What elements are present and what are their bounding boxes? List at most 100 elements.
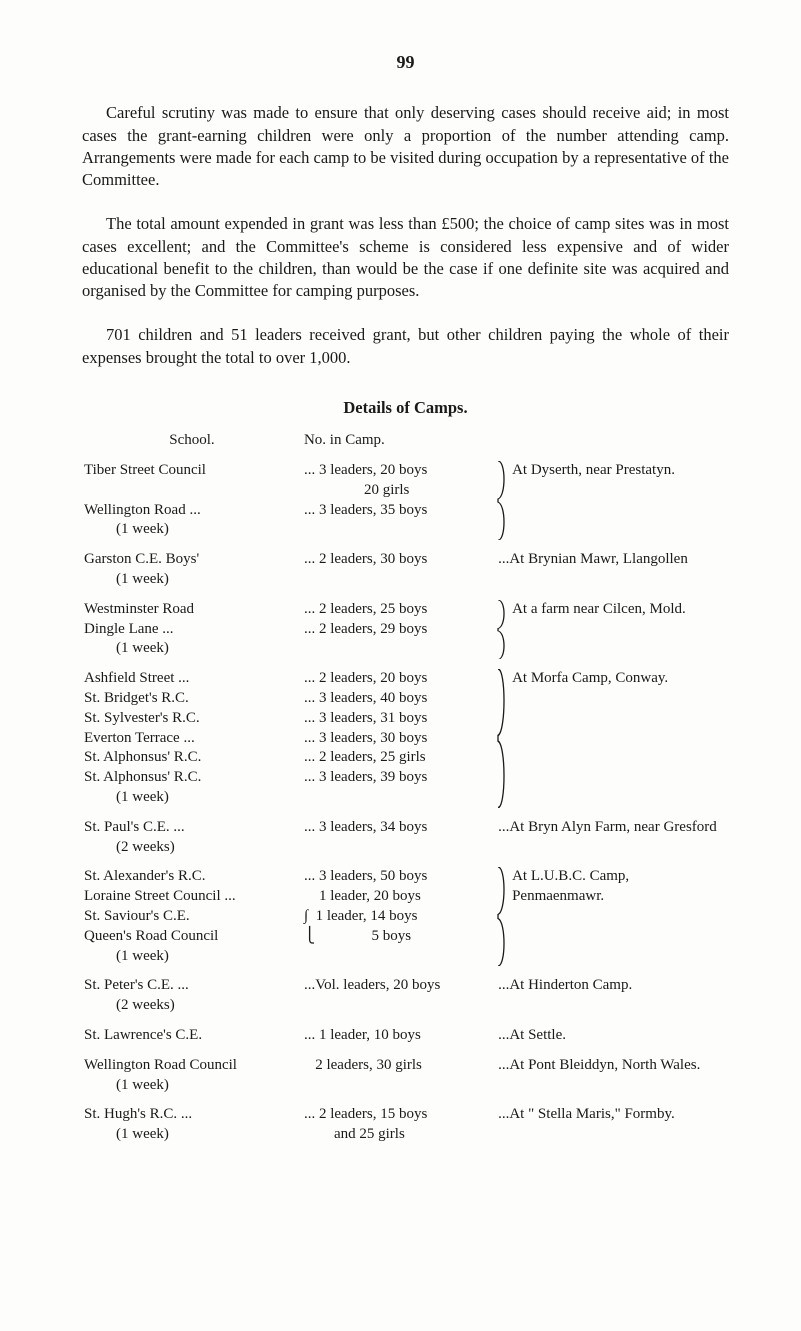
school-text: (1 week) xyxy=(84,948,169,964)
brace-icon xyxy=(496,461,508,540)
location-text: At Morfa Camp, Conway. xyxy=(512,669,668,689)
school-cell: St. Sylvester's R.C. xyxy=(82,709,302,729)
number-cell: ... 3 leaders, 35 boys xyxy=(302,501,496,521)
school-cell: Wellington Road Council xyxy=(82,1056,302,1076)
number-cell: ... 1 leader, 10 boys xyxy=(302,1026,496,1046)
location-cell: ...At Hinderton Camp. xyxy=(496,976,729,1016)
number-cell xyxy=(302,639,496,659)
number-cell xyxy=(302,947,496,967)
number-cell xyxy=(302,570,496,590)
location-cell: At Morfa Camp, Conway. xyxy=(496,669,729,808)
number-cell: 2 leaders, 30 girls xyxy=(302,1056,496,1076)
school-cell: (1 week) xyxy=(82,520,302,540)
number-cell: and 25 girls xyxy=(302,1125,496,1145)
school-text: St. Bridget's R.C. xyxy=(84,690,189,706)
location-cell: ...At Bryn Alyn Farm, near Gresford xyxy=(496,818,729,858)
school-text: Wellington Road ... xyxy=(84,502,201,518)
school-text: Tiber Street Council xyxy=(84,462,206,478)
location-cell: ...At Pont Bleiddyn, North Wales. xyxy=(496,1056,729,1096)
number-cell xyxy=(302,1076,496,1096)
table-row: St. Alexander's R.C.... 3 leaders, 50 bo… xyxy=(82,867,729,887)
paragraph: 701 children and 51 leaders received gra… xyxy=(82,324,729,369)
header-school: School. xyxy=(82,431,302,451)
school-text: Ashfield Street ... xyxy=(84,670,189,686)
table-row: St. Paul's C.E. ... ... 3 leaders, 34 boy… xyxy=(82,818,729,838)
number-cell: ⎩ 5 boys xyxy=(302,927,496,947)
school-text: (1 week) xyxy=(84,1126,169,1142)
location-cell: At a farm near Cilcen, Mold. xyxy=(496,600,729,659)
school-cell: St. Alphonsus' R.C. xyxy=(82,768,302,788)
header-location xyxy=(496,431,729,451)
location-text: ...At Settle. xyxy=(498,1026,566,1046)
number-cell: ...Vol. leaders, 20 boys xyxy=(302,976,496,996)
school-text: St. Peter's C.E. ... xyxy=(84,977,189,993)
school-text: Dingle Lane ... xyxy=(84,621,174,637)
school-text: Wellington Road Council xyxy=(84,1057,237,1073)
location-text: ...At Brynian Mawr, Llangollen xyxy=(498,550,688,570)
school-cell: Queen's Road Council xyxy=(82,927,302,947)
camp-details-table: School. No. in Camp. Tiber Street Counci… xyxy=(82,431,729,1145)
location-text: ...At Bryn Alyn Farm, near Gresford xyxy=(498,818,717,838)
number-cell: ... 3 leaders, 39 boys xyxy=(302,768,496,788)
number-cell: ... 3 leaders, 50 boys xyxy=(302,867,496,887)
school-cell: St. Bridget's R.C. xyxy=(82,689,302,709)
school-text: St. Lawrence's C.E. xyxy=(84,1027,202,1043)
table-row: Wellington Road Council 2 leaders, 30 gi… xyxy=(82,1056,729,1076)
location-cell: ...At " Stella Maris," Formby. xyxy=(496,1105,729,1145)
school-text: (1 week) xyxy=(84,571,169,587)
location-text: ...At " Stella Maris," Formby. xyxy=(498,1105,675,1125)
school-cell: Dingle Lane ... xyxy=(82,620,302,640)
number-cell: 20 girls xyxy=(302,481,496,501)
brace-icon xyxy=(496,669,508,808)
school-text: (2 weeks) xyxy=(84,997,175,1013)
school-cell: (1 week) xyxy=(82,639,302,659)
school-text: Westminster Road xyxy=(84,601,194,617)
location-text: ...At Pont Bleiddyn, North Wales. xyxy=(498,1056,700,1076)
number-cell: ... 2 leaders, 25 girls xyxy=(302,748,496,768)
number-cell: ... 3 leaders, 34 boys xyxy=(302,818,496,838)
details-title: Details of Camps. xyxy=(82,397,729,419)
table-row: St. Peter's C.E. ... ...Vol. leaders, 20 … xyxy=(82,976,729,996)
location-text: ...At Hinderton Camp. xyxy=(498,976,632,996)
school-cell: St. Lawrence's C.E. xyxy=(82,1026,302,1046)
number-cell: 1 leader, 20 boys xyxy=(302,887,496,907)
school-text: Queen's Road Council xyxy=(84,928,218,944)
table-row: Ashfield Street ... ... 2 leaders, 20 boy… xyxy=(82,669,729,689)
header-no: No. in Camp. xyxy=(302,431,496,451)
location-text: At Dyserth, near Prestatyn. xyxy=(512,461,675,481)
school-cell: St. Saviour's C.E. xyxy=(82,907,302,927)
location-cell: At Dyserth, near Prestatyn. xyxy=(496,461,729,540)
school-cell: St. Paul's C.E. ... xyxy=(82,818,302,838)
number-cell: ... 2 leaders, 29 boys xyxy=(302,620,496,640)
school-cell: Tiber Street Council xyxy=(82,461,302,481)
school-text: St. Hugh's R.C. ... xyxy=(84,1106,192,1122)
number-cell: ... 2 leaders, 25 boys xyxy=(302,600,496,620)
school-cell xyxy=(82,481,302,501)
brace-icon xyxy=(496,867,508,966)
location-text: At a farm near Cilcen, Mold. xyxy=(512,600,686,620)
number-cell xyxy=(302,788,496,808)
number-cell: ... 2 leaders, 20 boys xyxy=(302,669,496,689)
school-text: (2 weeks) xyxy=(84,839,175,855)
school-cell: St. Hugh's R.C. ... xyxy=(82,1105,302,1125)
school-cell: (1 week) xyxy=(82,570,302,590)
school-cell: Ashfield Street ... xyxy=(82,669,302,689)
school-cell: Loraine Street Council ... xyxy=(82,887,302,907)
school-cell: St. Alexander's R.C. xyxy=(82,867,302,887)
school-text: St. Alphonsus' R.C. xyxy=(84,749,201,765)
paragraph: Careful scrutiny was made to ensure that… xyxy=(82,102,729,191)
school-text: (1 week) xyxy=(84,521,169,537)
school-text: St. Alphonsus' R.C. xyxy=(84,769,201,785)
school-text: Everton Terrace ... xyxy=(84,730,195,746)
school-cell: Garston C.E. Boys' xyxy=(82,550,302,570)
school-text: St. Paul's C.E. ... xyxy=(84,819,185,835)
school-cell: Westminster Road xyxy=(82,600,302,620)
location-cell: ...At Brynian Mawr, Llangollen xyxy=(496,550,729,590)
school-text: St. Saviour's C.E. xyxy=(84,908,190,924)
page: 99 Careful scrutiny was made to ensure t… xyxy=(0,0,801,1331)
paragraph: The total amount expended in grant was l… xyxy=(82,213,729,302)
school-text: Garston C.E. Boys' xyxy=(84,551,199,567)
school-text: (1 week) xyxy=(84,789,169,805)
school-cell: (1 week) xyxy=(82,947,302,967)
school-cell: (2 weeks) xyxy=(82,996,302,1016)
